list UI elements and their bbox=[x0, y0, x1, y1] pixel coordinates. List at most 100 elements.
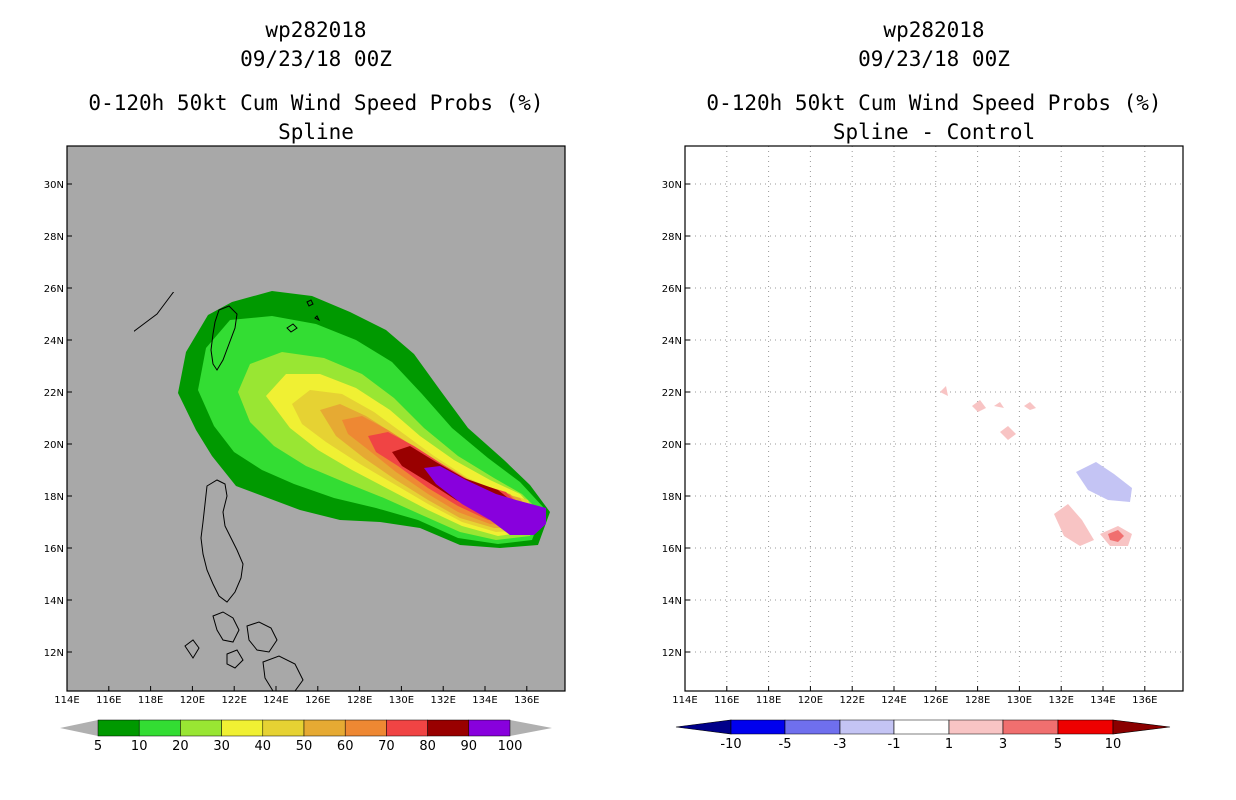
y-tick-label: 16N bbox=[662, 544, 682, 555]
x-tick-label: 134E bbox=[472, 695, 497, 706]
diff-contour bbox=[1000, 426, 1016, 440]
x-tick-label: 130E bbox=[389, 695, 414, 706]
colorbar-label: 60 bbox=[337, 739, 354, 754]
diff-contour bbox=[1108, 530, 1124, 542]
x-tick-label: 118E bbox=[756, 695, 781, 706]
colorbar-swatch bbox=[1002, 719, 1059, 735]
colorbar-label: -5 bbox=[779, 737, 792, 752]
storm-id-left: wp282018 bbox=[265, 18, 367, 42]
colorbar-swatch bbox=[1057, 719, 1114, 735]
colorbar-swatch bbox=[221, 719, 264, 737]
colorbar-label: 5 bbox=[1054, 737, 1062, 752]
y-tick-label: 14N bbox=[44, 596, 64, 607]
y-tick-label: 24N bbox=[44, 336, 64, 347]
x-tick-label: 116E bbox=[714, 695, 739, 706]
y-tick-label: 30N bbox=[44, 180, 64, 191]
colorbar-label: -1 bbox=[888, 737, 901, 752]
colorbar-swatch bbox=[180, 719, 222, 737]
x-tick-label: 128E bbox=[965, 695, 990, 706]
colorbar-swatch bbox=[97, 719, 140, 737]
x-tick-label: 124E bbox=[263, 695, 288, 706]
map-left: 114E 116E 118E 120E 122E 124E 126E 128E 130E 132E… bbox=[44, 145, 566, 706]
colorbar-swatch bbox=[893, 719, 950, 735]
colorbar-label: 30 bbox=[213, 739, 230, 754]
prob-contour-90 bbox=[424, 466, 546, 535]
x-tick-label: 134E bbox=[1090, 695, 1115, 706]
diff-contour bbox=[1024, 402, 1036, 410]
y-tick-label: 24N bbox=[662, 336, 682, 347]
colorbar-label: 40 bbox=[255, 739, 272, 754]
x-tick-label: 132E bbox=[430, 695, 455, 706]
map-frame-left bbox=[66, 145, 566, 692]
diff-contour bbox=[940, 386, 948, 396]
colorbar-swatch bbox=[730, 719, 786, 735]
y-tick-label: 16N bbox=[44, 544, 64, 555]
storm-id-right: wp282018 bbox=[883, 18, 985, 42]
colorbar-swatch bbox=[839, 719, 895, 735]
date-right: 09/23/18 00Z bbox=[858, 47, 1010, 71]
colorbar-swatch bbox=[948, 719, 1004, 735]
map-right: 114E 116E 118E 120E 122E 124E 126E 128E 130E 132E… bbox=[662, 145, 1184, 706]
diff-contour bbox=[994, 402, 1004, 408]
colorbar-left: 5 10 20 30 40 50 60 70 80 90 100 bbox=[60, 719, 552, 754]
colorbar-label: 70 bbox=[378, 739, 395, 754]
colorbar-swatch bbox=[784, 719, 841, 735]
diff-contour bbox=[972, 400, 986, 412]
colorbar-swatch bbox=[468, 719, 511, 737]
y-tick-label: 22N bbox=[44, 388, 64, 399]
diff-contour bbox=[1054, 504, 1094, 546]
x-tick-label: 132E bbox=[1048, 695, 1073, 706]
x-tick-label: 122E bbox=[839, 695, 864, 706]
colorbar-swatch bbox=[303, 719, 346, 737]
dotted-grid bbox=[685, 146, 1183, 691]
x-tick-label: 130E bbox=[1007, 695, 1032, 706]
y-tick-label: 30N bbox=[662, 180, 682, 191]
x-tick-label: 120E bbox=[180, 695, 205, 706]
y-tick-label: 26N bbox=[662, 284, 682, 295]
colorbar-swatch bbox=[675, 719, 732, 735]
colorbar-label: 10 bbox=[131, 739, 148, 754]
colorbar-arrow-high bbox=[510, 720, 552, 736]
x-tick-label: 136E bbox=[514, 695, 539, 706]
colorbar-label: -3 bbox=[834, 737, 847, 752]
y-tick-label: 12N bbox=[662, 648, 682, 659]
colorbar-label: 5 bbox=[94, 739, 102, 754]
colorbar-swatch bbox=[427, 719, 470, 737]
colorbar-arrow-low bbox=[60, 720, 98, 736]
x-tick-label: 124E bbox=[881, 695, 906, 706]
map-background-right bbox=[685, 146, 1183, 691]
colorbar-swatch bbox=[1112, 719, 1171, 735]
x-tick-label: 116E bbox=[96, 695, 121, 706]
x-tick-label: 126E bbox=[923, 695, 948, 706]
y-tick-label: 20N bbox=[662, 440, 682, 451]
colorbar-swatch bbox=[138, 719, 181, 737]
product-title-left: 0-120h 50kt Cum Wind Speed Probs (%) bbox=[88, 91, 544, 115]
y-tick-label: 20N bbox=[44, 440, 64, 451]
colorbar-label: 3 bbox=[999, 737, 1007, 752]
axis-ticks-left: 114E 116E 118E 120E 122E 124E 126E 128E 130E 132E… bbox=[44, 180, 540, 706]
colorbar-swatch bbox=[344, 719, 387, 737]
y-tick-label: 12N bbox=[44, 648, 64, 659]
date-left: 09/23/18 00Z bbox=[240, 47, 392, 71]
colorbar-label: 50 bbox=[296, 739, 313, 754]
x-tick-label: 118E bbox=[138, 695, 163, 706]
subtitle-right: Spline - Control bbox=[832, 120, 1036, 144]
x-tick-label: 128E bbox=[347, 695, 372, 706]
subtitle-left: Spline bbox=[278, 120, 354, 144]
y-tick-label: 28N bbox=[44, 232, 64, 243]
colorbar-label: 100 bbox=[498, 739, 523, 754]
y-tick-label: 18N bbox=[44, 492, 64, 503]
colorbar-label: 1 bbox=[945, 737, 953, 752]
difference-contours bbox=[940, 386, 1132, 546]
y-tick-label: 22N bbox=[662, 388, 682, 399]
y-tick-label: 26N bbox=[44, 284, 64, 295]
x-tick-label: 126E bbox=[305, 695, 330, 706]
probability-contours bbox=[178, 291, 550, 548]
axis-ticks-right: 114E 116E 118E 120E 122E 124E 126E 128E 130E 132E… bbox=[662, 180, 1158, 706]
x-tick-label: 114E bbox=[672, 695, 697, 706]
colorbar-label: 80 bbox=[419, 739, 436, 754]
x-tick-label: 114E bbox=[54, 695, 79, 706]
map-frame-right bbox=[684, 145, 1184, 692]
y-tick-label: 28N bbox=[662, 232, 682, 243]
colorbar-swatch bbox=[262, 719, 305, 737]
